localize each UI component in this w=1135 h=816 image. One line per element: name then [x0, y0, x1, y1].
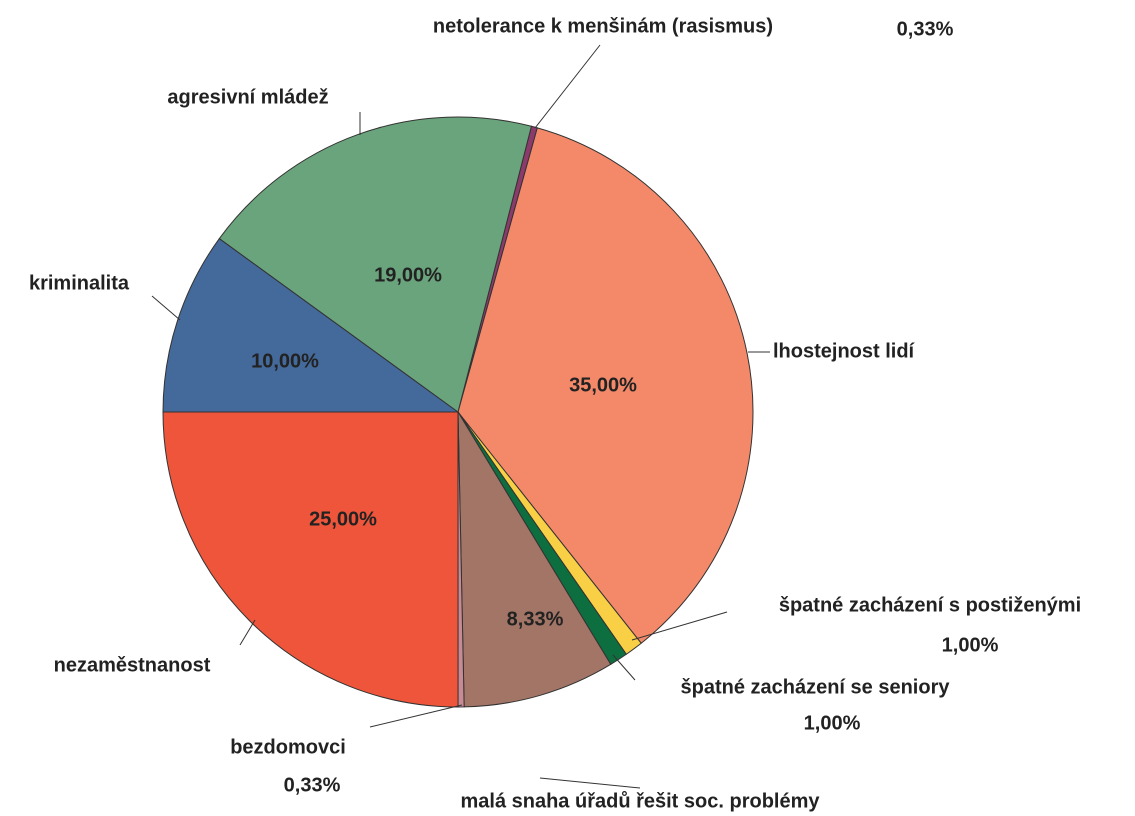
leader-line — [612, 654, 636, 681]
value-label: 1,00% — [942, 634, 999, 656]
value-label: 0,33% — [897, 18, 954, 40]
value-label: 0,33% — [284, 774, 341, 796]
category-label: netolerance k menšinám (rasismus) — [433, 15, 773, 37]
pie-slice — [162, 411, 459, 708]
category-label: malá snaha úřadů řešit soc. problémy — [460, 790, 820, 812]
leader-line — [631, 611, 728, 641]
leader-line — [369, 704, 463, 728]
value-label: 10,00% — [251, 350, 319, 372]
pie-slice — [457, 127, 754, 644]
value-label: 35,00% — [569, 374, 637, 396]
category-label: špatné zacházení se seniory — [680, 676, 950, 698]
pie-slice — [457, 410, 612, 708]
category-label: nezaměstnanost — [54, 654, 211, 676]
leader-line — [539, 777, 641, 789]
leader-line — [151, 295, 181, 321]
leader-line — [239, 619, 256, 646]
pie-slice — [162, 237, 460, 413]
category-label: bezdomovci — [230, 736, 346, 758]
category-label: lhostejnost lidí — [773, 340, 916, 362]
leader-line — [534, 44, 601, 129]
category-label: agresivní mládež — [167, 86, 328, 108]
category-label: špatné zacházení s postiženými — [779, 594, 1081, 616]
value-label: 8,33% — [507, 608, 564, 630]
value-label: 1,00% — [804, 712, 861, 734]
value-label: 25,00% — [309, 508, 377, 530]
category-label: kriminalita — [29, 272, 130, 294]
pie-slice — [218, 116, 533, 413]
value-label: 19,00% — [374, 264, 442, 286]
